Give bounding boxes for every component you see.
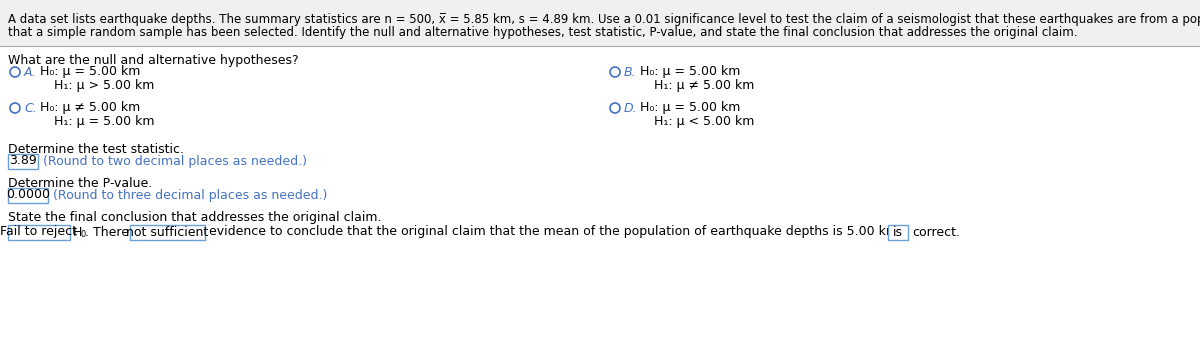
Text: C.: C. <box>24 102 37 115</box>
Text: H₁: μ < 5.00 km: H₁: μ < 5.00 km <box>654 115 755 129</box>
Text: H₁: μ > 5.00 km: H₁: μ > 5.00 km <box>54 80 155 93</box>
Text: H₀: μ = 5.00 km: H₀: μ = 5.00 km <box>640 66 740 78</box>
Text: B.: B. <box>624 66 637 78</box>
Text: H₀: μ = 5.00 km: H₀: μ = 5.00 km <box>640 102 740 115</box>
Text: Determine the P-value.: Determine the P-value. <box>8 177 152 190</box>
Text: State the final conclusion that addresses the original claim.: State the final conclusion that addresse… <box>8 211 382 224</box>
Text: H₁: μ = 5.00 km: H₁: μ = 5.00 km <box>54 115 155 129</box>
Text: H₀: μ ≠ 5.00 km: H₀: μ ≠ 5.00 km <box>40 102 140 115</box>
FancyBboxPatch shape <box>130 224 205 240</box>
FancyBboxPatch shape <box>888 224 908 240</box>
Text: . There is: . There is <box>85 225 143 239</box>
Text: 3.89: 3.89 <box>10 154 37 168</box>
FancyBboxPatch shape <box>8 224 70 240</box>
Text: Fail to reject: Fail to reject <box>0 225 78 239</box>
Text: What are the null and alternative hypotheses?: What are the null and alternative hypoth… <box>8 54 299 67</box>
Text: H₁: μ ≠ 5.00 km: H₁: μ ≠ 5.00 km <box>654 80 755 93</box>
Text: (Round to three decimal places as needed.): (Round to three decimal places as needed… <box>53 189 328 202</box>
FancyBboxPatch shape <box>0 0 1200 46</box>
Text: 0: 0 <box>80 230 85 239</box>
Text: H: H <box>73 225 83 239</box>
Text: evidence to conclude that the original claim that the mean of the population of : evidence to conclude that the original c… <box>209 225 898 239</box>
Text: H₀: μ = 5.00 km: H₀: μ = 5.00 km <box>40 66 140 78</box>
Text: Determine the test statistic.: Determine the test statistic. <box>8 143 184 156</box>
Text: A data set lists earthquake depths. The summary statistics are n = 500, x̅ = 5.8: A data set lists earthquake depths. The … <box>8 13 1200 26</box>
FancyBboxPatch shape <box>8 187 48 202</box>
Text: correct.: correct. <box>912 225 960 239</box>
Text: is: is <box>893 225 904 239</box>
Text: (Round to two decimal places as needed.): (Round to two decimal places as needed.) <box>43 154 307 168</box>
Text: not sufficient: not sufficient <box>126 225 209 239</box>
FancyBboxPatch shape <box>8 153 38 169</box>
Text: that a simple random sample has been selected. Identify the null and alternative: that a simple random sample has been sel… <box>8 26 1078 39</box>
Text: A.: A. <box>24 66 37 78</box>
Text: 0.0000: 0.0000 <box>6 189 50 202</box>
Text: D.: D. <box>624 102 637 115</box>
